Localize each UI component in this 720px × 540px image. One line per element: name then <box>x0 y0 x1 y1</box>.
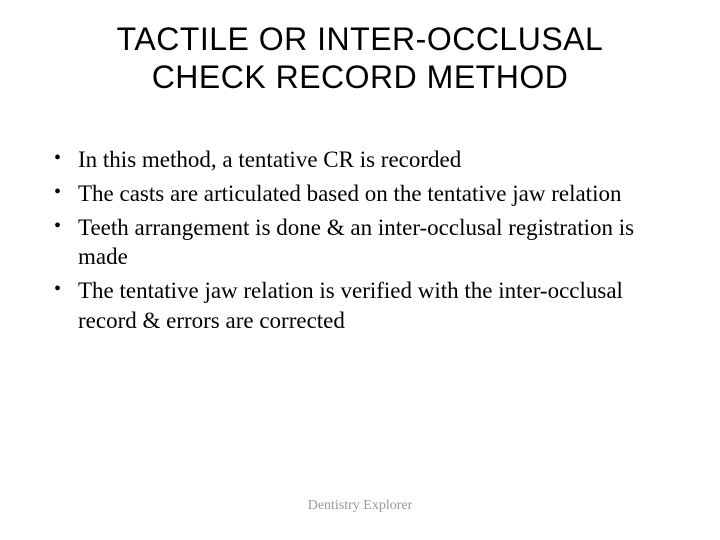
slide: TACTILE OR INTER-OCCLUSAL CHECK RECORD M… <box>0 0 720 540</box>
title-line-1: TACTILE OR INTER-OCCLUSAL <box>117 21 604 57</box>
title-line-2: CHECK RECORD METHOD <box>152 59 569 95</box>
list-item: The tentative jaw relation is verified w… <box>50 276 670 336</box>
slide-title: TACTILE OR INTER-OCCLUSAL CHECK RECORD M… <box>50 20 670 97</box>
list-item: Teeth arrangement is done & an inter-occ… <box>50 213 670 273</box>
footer-text: Dentistry Explorer <box>0 498 720 514</box>
bullet-list: In this method, a tentative CR is record… <box>50 145 670 336</box>
list-item: In this method, a tentative CR is record… <box>50 145 670 175</box>
list-item: The casts are articulated based on the t… <box>50 179 670 209</box>
